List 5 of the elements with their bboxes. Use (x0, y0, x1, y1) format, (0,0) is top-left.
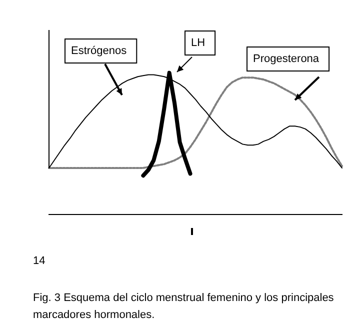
text: LH (191, 37, 206, 50)
text: 14 (33, 254, 46, 269)
series-label: Progesterona (253, 53, 320, 66)
caption: Fig. 3 Esquema del ciclo menstrual femenino y los principales marcadores hormonales. (33, 291, 335, 323)
text: Estrógenos (71, 45, 128, 58)
